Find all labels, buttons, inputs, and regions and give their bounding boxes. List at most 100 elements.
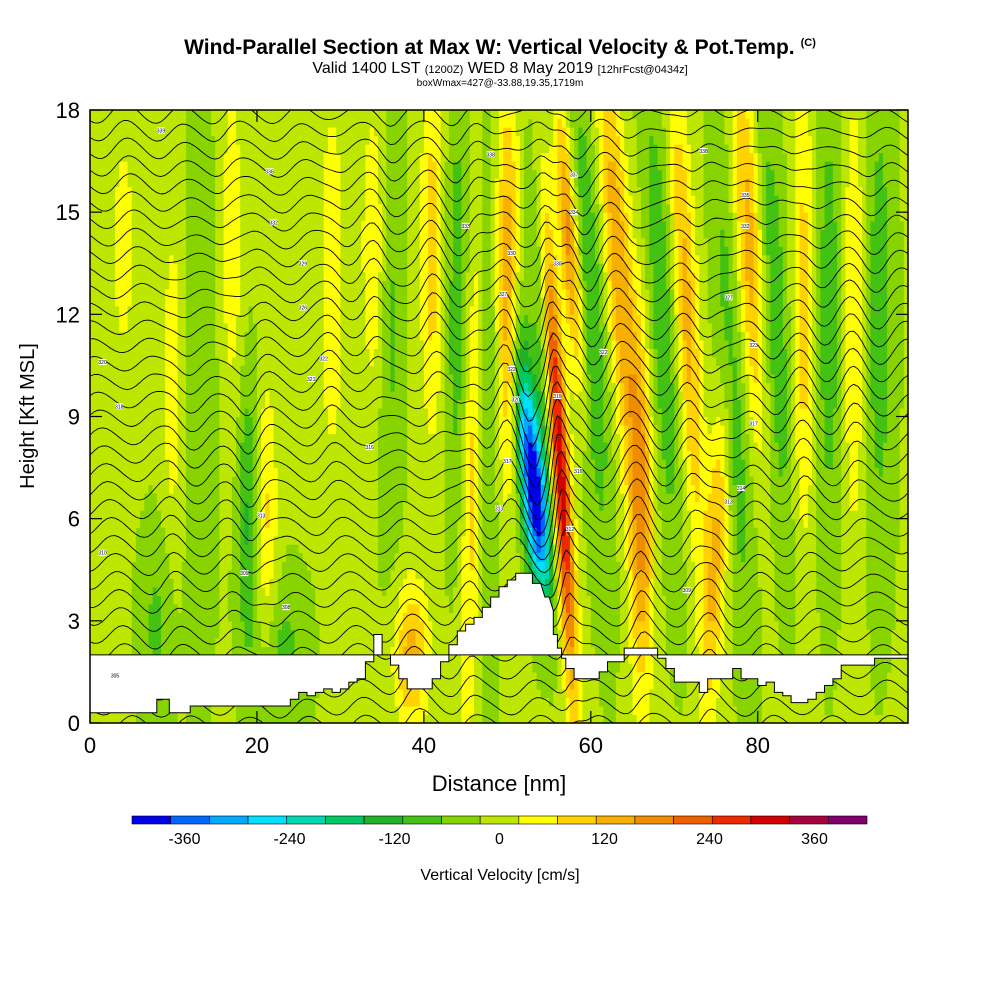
velocity-cell bbox=[549, 220, 559, 230]
velocity-cell bbox=[185, 280, 216, 290]
velocity-cell bbox=[837, 629, 872, 639]
velocity-cell bbox=[649, 195, 663, 205]
velocity-cell bbox=[499, 178, 517, 188]
velocity-cell bbox=[720, 629, 725, 639]
velocity-cell bbox=[252, 518, 258, 528]
velocity-cell bbox=[586, 288, 600, 298]
velocity-cell bbox=[586, 305, 600, 315]
velocity-cell bbox=[565, 297, 571, 307]
velocity-cell bbox=[394, 697, 404, 707]
velocity-cell bbox=[578, 203, 584, 213]
velocity-cell bbox=[511, 305, 517, 315]
velocity-cell bbox=[574, 297, 579, 307]
velocity-cell bbox=[624, 399, 629, 409]
velocity-cell bbox=[223, 195, 241, 205]
velocity-cell bbox=[148, 612, 162, 622]
velocity-cell bbox=[377, 569, 392, 579]
velocity-cell bbox=[649, 203, 663, 213]
velocity-cell bbox=[549, 356, 554, 367]
velocity-cell bbox=[816, 212, 826, 222]
velocity-cell bbox=[131, 288, 166, 298]
velocity-cell bbox=[732, 697, 763, 707]
velocity-cell bbox=[119, 169, 129, 179]
velocity-cell bbox=[645, 314, 650, 324]
velocity-cell bbox=[832, 407, 842, 418]
velocity-cell bbox=[90, 399, 166, 409]
velocity-cell bbox=[215, 297, 225, 307]
velocity-cell bbox=[632, 229, 642, 239]
velocity-cell bbox=[440, 365, 446, 375]
velocity-cell bbox=[265, 493, 271, 503]
velocity-cell bbox=[620, 442, 625, 452]
velocity-cell bbox=[561, 671, 567, 682]
velocity-cell bbox=[849, 484, 859, 494]
velocity-cell bbox=[469, 195, 483, 205]
velocity-cell bbox=[870, 263, 888, 273]
velocity-cell bbox=[407, 254, 421, 264]
velocity-cell bbox=[540, 322, 546, 332]
velocity-cell bbox=[649, 510, 655, 520]
velocity-cell bbox=[657, 450, 663, 460]
velocity-cell bbox=[615, 714, 638, 723]
velocity-cell bbox=[586, 348, 604, 358]
velocity-cell bbox=[866, 297, 872, 307]
velocity-cell bbox=[761, 237, 767, 247]
velocity-cell bbox=[215, 314, 225, 324]
velocity-cell bbox=[578, 569, 588, 579]
velocity-cell bbox=[870, 356, 888, 367]
velocity-cell bbox=[753, 476, 771, 486]
velocity-cell bbox=[753, 433, 763, 443]
velocity-cell bbox=[553, 373, 559, 384]
velocity-cell bbox=[469, 373, 479, 384]
velocity-cell bbox=[561, 578, 571, 588]
velocity-cell bbox=[649, 459, 655, 469]
velocity-cell bbox=[578, 535, 588, 545]
velocity-cell bbox=[599, 271, 604, 281]
velocity-cell bbox=[791, 322, 796, 332]
velocity-cell bbox=[586, 356, 604, 367]
velocity-cell bbox=[728, 510, 734, 520]
velocity-cell bbox=[820, 271, 838, 281]
velocity-cell bbox=[678, 254, 684, 264]
velocity-cell bbox=[507, 407, 513, 418]
velocity-cell bbox=[866, 263, 872, 273]
velocity-cell bbox=[686, 169, 692, 179]
velocity-cell bbox=[903, 348, 908, 358]
velocity-cell bbox=[473, 552, 479, 562]
velocity-cell bbox=[499, 348, 513, 358]
velocity-cell bbox=[473, 510, 479, 520]
velocity-cell bbox=[377, 161, 387, 171]
velocity-cell bbox=[628, 178, 638, 188]
velocity-cell bbox=[820, 246, 838, 256]
velocity-cell bbox=[185, 552, 220, 562]
velocity-cell bbox=[862, 246, 867, 256]
velocity-cell bbox=[607, 339, 613, 349]
velocity-cell bbox=[561, 322, 571, 332]
velocity-cell bbox=[649, 178, 663, 188]
velocity-cell bbox=[219, 459, 237, 469]
velocity-cell bbox=[695, 339, 705, 349]
velocity-cell bbox=[649, 476, 655, 486]
velocity-cell bbox=[582, 705, 604, 716]
velocity-cell bbox=[686, 178, 692, 188]
velocity-cell bbox=[674, 229, 680, 239]
velocity-cell bbox=[574, 493, 584, 503]
velocity-cell bbox=[553, 297, 559, 307]
velocity-cell bbox=[774, 552, 796, 562]
velocity-cell bbox=[695, 561, 705, 571]
velocity-cell bbox=[565, 450, 571, 460]
velocity-cell bbox=[307, 561, 379, 571]
velocity-cell bbox=[582, 280, 588, 290]
velocity-cell bbox=[582, 450, 592, 460]
velocity-cell bbox=[561, 620, 567, 630]
velocity-cell bbox=[632, 603, 638, 613]
velocity-cell bbox=[849, 476, 859, 486]
velocity-cell bbox=[615, 288, 629, 298]
velocity-cell bbox=[448, 331, 463, 341]
velocity-cell bbox=[423, 637, 433, 647]
velocity-cell bbox=[732, 450, 742, 460]
velocity-cell bbox=[791, 467, 801, 477]
velocity-cell bbox=[394, 373, 408, 384]
velocity-cell bbox=[649, 612, 655, 622]
velocity-cell bbox=[532, 416, 538, 426]
